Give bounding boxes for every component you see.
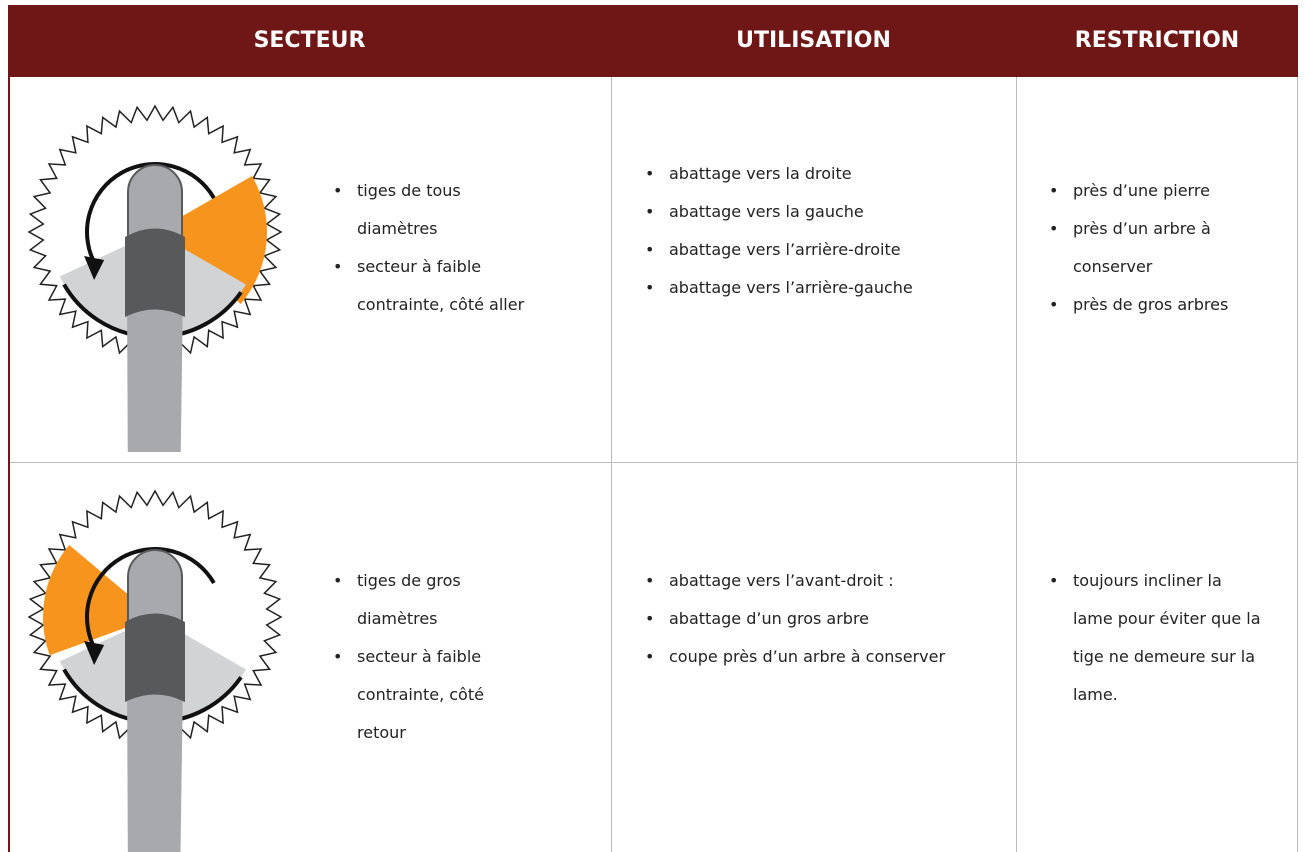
bullet-item: près d’une pierre	[1049, 172, 1283, 210]
header-cell: RESTRICTION	[1074, 28, 1240, 53]
rotation-arrow	[85, 162, 216, 267]
column-divider	[1016, 77, 1017, 852]
bullet-item: coupe près d’un arbre à conserver	[645, 638, 969, 676]
column-divider	[611, 77, 612, 852]
bullet-item: abattage vers la gauche	[645, 193, 959, 231]
arrow-head	[84, 641, 105, 665]
column-divider	[1297, 77, 1298, 852]
bullet-item: abattage d’un gros arbre	[645, 600, 969, 638]
handle-grip	[125, 613, 185, 702]
arrow-head	[84, 256, 105, 280]
header-cell: SECTEUR	[253, 28, 366, 53]
header-cell: UTILISATION	[736, 28, 891, 53]
bullet-list: près d’une pierreprès d’un arbre à conse…	[1049, 172, 1283, 324]
bullet-item: abattage vers l’avant-droit :	[645, 562, 969, 600]
blade-illustration	[27, 104, 283, 452]
bullet-item: secteur à faible contrainte, côté aller	[333, 248, 532, 324]
bullet-item: près de gros arbres	[1049, 286, 1283, 324]
handle	[127, 292, 183, 452]
bullet-item: secteur à faible contrainte, côté retour	[333, 638, 532, 752]
row-divider	[10, 462, 1298, 463]
table-border	[8, 5, 10, 852]
bullet-list: abattage vers la droiteabattage vers la …	[645, 155, 959, 307]
orange-sector	[43, 545, 155, 656]
bullet-list: abattage vers l’avant-droit :abattage d’…	[645, 562, 969, 676]
bullet-item: abattage vers la droite	[645, 155, 959, 193]
blade-illustration	[27, 489, 283, 852]
bullet-item: près d’un arbre à conserver	[1049, 210, 1283, 286]
bullet-list: tiges de tous diamètressecteur à faible …	[333, 172, 532, 324]
bullet-item: abattage vers l’arrière-gauche	[645, 269, 959, 307]
bullet-item: toujours incliner la lame pour éviter qu…	[1049, 562, 1263, 714]
bullet-item: abattage vers l’arrière-droite	[645, 231, 959, 269]
handle	[127, 677, 183, 852]
orange-sector	[155, 176, 267, 304]
rotation-arrow	[85, 547, 216, 652]
bullet-item: tiges de tous diamètres	[333, 172, 532, 248]
bullet-item: tiges de gros diamètres	[333, 562, 532, 638]
table-header: SECTEUR UTILISATION RESTRICTION	[8, 5, 1298, 77]
bullet-list: tiges de gros diamètressecteur à faible …	[333, 562, 532, 752]
bullet-list: toujours incliner la lame pour éviter qu…	[1049, 562, 1263, 714]
handle-grip	[125, 228, 185, 317]
